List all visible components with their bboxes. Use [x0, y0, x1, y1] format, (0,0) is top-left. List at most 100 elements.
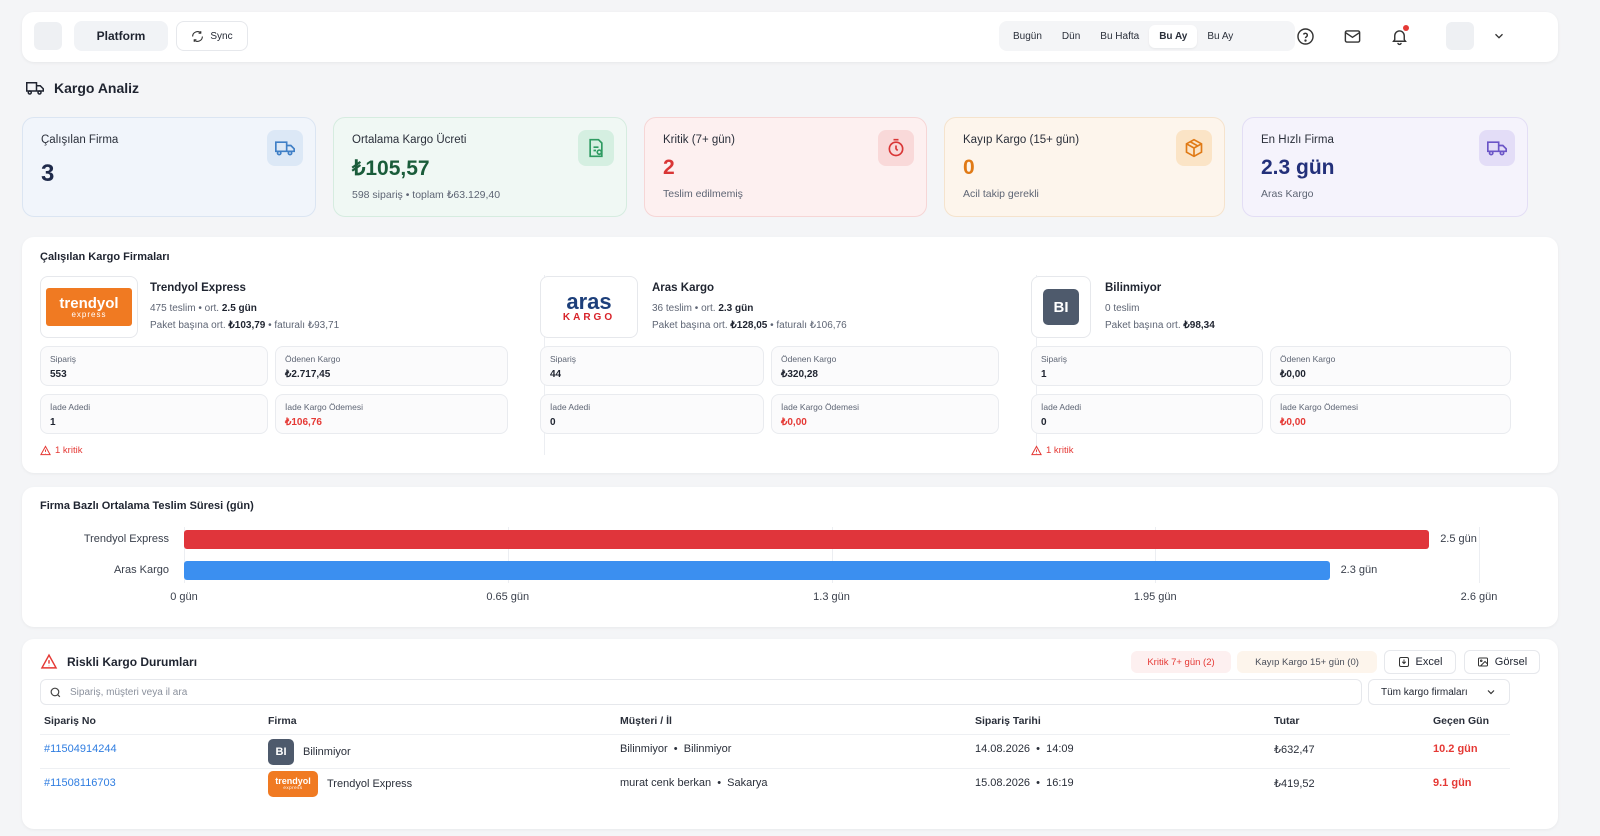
logo-text: BI — [1043, 289, 1079, 325]
timer-icon — [878, 130, 914, 166]
row-amount: ₺419,52 — [1274, 778, 1315, 790]
trendyol-logo: trendyol express — [40, 276, 138, 338]
bell-icon[interactable] — [1388, 25, 1410, 47]
stat-card: Ortalama Kargo Ücreti ₺105,57 598 sipari… — [333, 117, 627, 217]
col-customer[interactable]: Müşteri / İl — [620, 715, 672, 727]
warning-icon — [40, 445, 51, 456]
col-firm[interactable]: Firma — [268, 715, 297, 727]
order-link[interactable]: #11508116703 — [44, 777, 116, 789]
col-order-no[interactable]: Sipariş No — [44, 715, 96, 727]
col-days[interactable]: Geçen Gün — [1433, 715, 1490, 727]
stat-sub: Aras Kargo — [1261, 188, 1314, 200]
firm-name: Bilinmiyor — [1105, 282, 1162, 294]
sync-label: Sync — [210, 30, 233, 42]
row-amount: ₺632,47 — [1274, 744, 1315, 756]
stat-card: Çalışılan Firma 3 — [22, 117, 316, 217]
firms-panel-title: Çalışılan Kargo Firmaları — [40, 251, 170, 263]
unknown-logo: BI — [1031, 276, 1091, 338]
period-yesterday[interactable]: Dün — [1061, 30, 1081, 42]
firm-delivery-line: 0 teslim — [1105, 303, 1140, 314]
firm-cost-line: Paket başına ort. ₺103,79 • faturalı ₺93… — [150, 320, 340, 331]
critical-badge: 1 kritik — [1031, 445, 1073, 456]
period-extra[interactable]: Bu Ay — [1207, 30, 1234, 42]
returns-stat: İade Adedi 0 — [1031, 394, 1263, 434]
search-input[interactable]: Sipariş, müşteri veya il ara — [40, 679, 1362, 705]
truck-icon — [267, 130, 303, 166]
stat-value: 0 — [963, 156, 975, 179]
stat-label: Ortalama Kargo Ücreti — [352, 134, 467, 146]
mail-icon[interactable] — [1341, 25, 1363, 47]
chevron-down-icon[interactable] — [1488, 25, 1510, 47]
warning-icon — [1031, 445, 1042, 456]
image-button[interactable]: Görsel — [1464, 650, 1540, 674]
firm-name: Trendyol Express — [150, 282, 246, 294]
paid-stat: Ödenen Kargo ₺2.717,45 — [275, 346, 508, 386]
refresh-icon — [192, 30, 204, 42]
search-placeholder: Sipariş, müşteri veya il ara — [70, 686, 188, 698]
returns-stat: İade Adedi 0 — [540, 394, 764, 434]
stat-label: Kayıp Kargo (15+ gün) — [963, 134, 1080, 146]
table-row[interactable]: #11504914244 BI Bilinmiyor Bilinmiyor • … — [22, 735, 1558, 769]
stat-value: 2.3 gün — [1261, 156, 1335, 179]
period-selector: Bugün Dün Bu Hafta Bu Ay Bu Ay — [999, 21, 1295, 51]
return-pay-stat: İade Kargo Ödemesi ₺0,00 — [1270, 394, 1511, 434]
stat-sub: Teslim edilmemiş — [663, 188, 743, 200]
stat-label: Çalışılan Firma — [41, 134, 119, 146]
risk-title: Riskli Kargo Durumları — [67, 654, 198, 669]
truck-icon — [26, 82, 44, 95]
help-circle-icon[interactable] — [1294, 25, 1316, 47]
logo[interactable] — [34, 22, 62, 50]
critical-badge: 1 kritik — [40, 445, 82, 456]
return-pay-stat: İade Kargo Ödemesi ₺0,00 — [771, 394, 999, 434]
platform-button[interactable]: Platform — [74, 21, 168, 51]
filter-critical-chip[interactable]: Kritik 7+ gün (2) — [1131, 651, 1231, 673]
paid-stat: Ödenen Kargo ₺0,00 — [1270, 346, 1511, 386]
firm-cost-line: Paket başına ort. ₺128,05 • faturalı ₺10… — [652, 320, 847, 331]
stat-sub: Acil takip gerekli — [963, 188, 1039, 200]
period-today[interactable]: Bugün — [1013, 30, 1042, 42]
page-title-text: Kargo Analiz — [54, 80, 140, 96]
row-days: 10.2 gün — [1433, 743, 1478, 755]
filter-lost-chip[interactable]: Kayıp Kargo 15+ gün (0) — [1237, 651, 1377, 673]
row-date: 15.08.2026 • 16:19 — [975, 777, 1074, 789]
returns-stat: İade Adedi 1 — [40, 394, 268, 434]
row-date: 14.08.2026 • 14:09 — [975, 743, 1074, 755]
period-this-month[interactable]: Bu Ay — [1149, 24, 1198, 48]
firm-cost-line: Paket başına ort. ₺98,34 — [1105, 320, 1215, 331]
sync-button[interactable]: Sync — [176, 21, 248, 51]
firm-filter-select[interactable]: Tüm kargo firmaları — [1368, 679, 1510, 705]
order-link[interactable]: #11504914244 — [44, 743, 117, 755]
firm-delivery-line: 36 teslim • ort. 2.3 gün — [652, 303, 754, 314]
logo-subtext: KARGO — [562, 312, 616, 323]
col-amount[interactable]: Tutar — [1274, 715, 1300, 727]
search-icon — [50, 687, 61, 697]
stat-label: En Hızlı Firma — [1261, 134, 1334, 146]
stat-card: Kritik (7+ gün) 2 Teslim edilmemiş — [644, 117, 927, 217]
table-row[interactable]: #11508116703 trendyol express Trendyol E… — [22, 769, 1558, 803]
firm-name: Aras Kargo — [652, 282, 714, 294]
logo-subtext: express — [71, 309, 107, 319]
col-order-date[interactable]: Sipariş Tarihi — [975, 715, 1041, 727]
stat-card: En Hızlı Firma 2.3 gün Aras Kargo — [1242, 117, 1528, 217]
firm-logo: BI — [268, 739, 294, 765]
truck-icon — [1479, 130, 1515, 166]
stat-label: Kritik (7+ gün) — [663, 134, 735, 146]
download-icon — [1398, 657, 1409, 667]
row-firm: trendyol express Trendyol Express — [268, 771, 412, 797]
avatar[interactable] — [1446, 22, 1474, 50]
stat-value: ₺105,57 — [352, 157, 430, 180]
logo-text: aras — [566, 289, 612, 314]
firm-card-unknown: BI Bilinmiyor 0 teslim Paket başına ort.… — [1031, 276, 1541, 456]
stat-card: Kayıp Kargo (15+ gün) 0 Acil takip gerek… — [944, 117, 1225, 217]
notification-dot — [1403, 25, 1409, 31]
row-customer: Bilinmiyor • Bilinmiyor — [620, 743, 732, 755]
period-this-week[interactable]: Bu Hafta — [1100, 30, 1140, 42]
row-firm: BI Bilinmiyor — [268, 739, 351, 765]
risk-panel: Riskli Kargo Durumları Kritik 7+ gün (2)… — [22, 639, 1558, 829]
warning-icon — [40, 653, 58, 669]
image-icon — [1477, 657, 1488, 667]
excel-button[interactable]: Excel — [1384, 650, 1456, 674]
package-icon — [1176, 130, 1212, 166]
return-pay-stat: İade Kargo Ödemesi ₺106,76 — [275, 394, 508, 434]
row-customer: murat cenk berkan • Sakarya — [620, 777, 768, 789]
